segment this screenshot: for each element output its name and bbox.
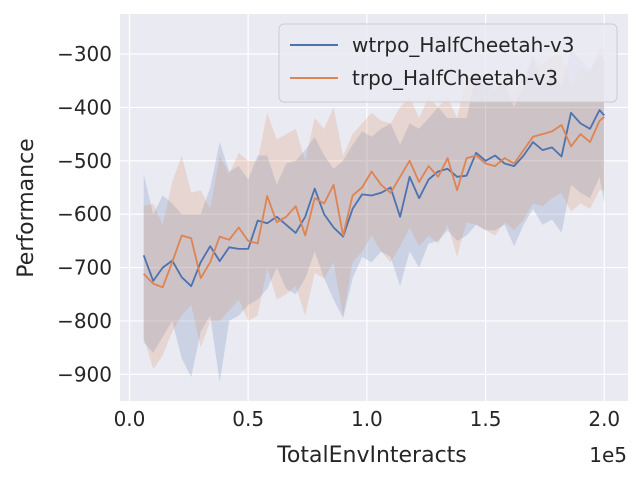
y-tick-label: −700	[57, 256, 112, 280]
y-axis-ticks: −900 −800 −700 −600 −500 −400 −300	[57, 42, 112, 386]
y-axis-label: Performance	[14, 138, 39, 277]
y-tick-label: −400	[57, 95, 112, 119]
legend-label-trpo: trpo_HalfCheetah-v3	[352, 66, 558, 90]
confidence-band-wtrpo	[143, 48, 605, 383]
legend-box	[278, 23, 618, 103]
y-tick-label: −500	[57, 149, 112, 173]
y-tick-label: −600	[57, 202, 112, 226]
legend: wtrpo_HalfCheetah-v3 trpo_HalfCheetah-v3	[278, 23, 618, 103]
confidence-bands	[143, 48, 605, 383]
legend-label-wtrpo: wtrpo_HalfCheetah-v3	[352, 33, 575, 57]
y-tick-label: −900	[57, 362, 112, 386]
series-line-wtrpo	[142, 109, 605, 288]
y-tick-label: −800	[57, 309, 112, 333]
x-tick-label: 0.5	[232, 407, 264, 431]
x-tick-label: 1.0	[351, 407, 383, 431]
confidence-band-trpo	[143, 48, 605, 369]
x-tick-label: 2.0	[588, 407, 620, 431]
x-axis-offset-label: 1e5	[589, 443, 627, 467]
x-axis-label: TotalEnvInteracts	[276, 443, 467, 468]
x-tick-label: 1.5	[470, 407, 502, 431]
series-lines	[142, 109, 605, 289]
series-line-trpo	[143, 116, 605, 289]
y-tick-label: −300	[57, 42, 112, 66]
x-axis-ticks: 0.0 0.5 1.0 1.5 2.0	[114, 407, 621, 431]
x-tick-label: 0.0	[114, 407, 146, 431]
